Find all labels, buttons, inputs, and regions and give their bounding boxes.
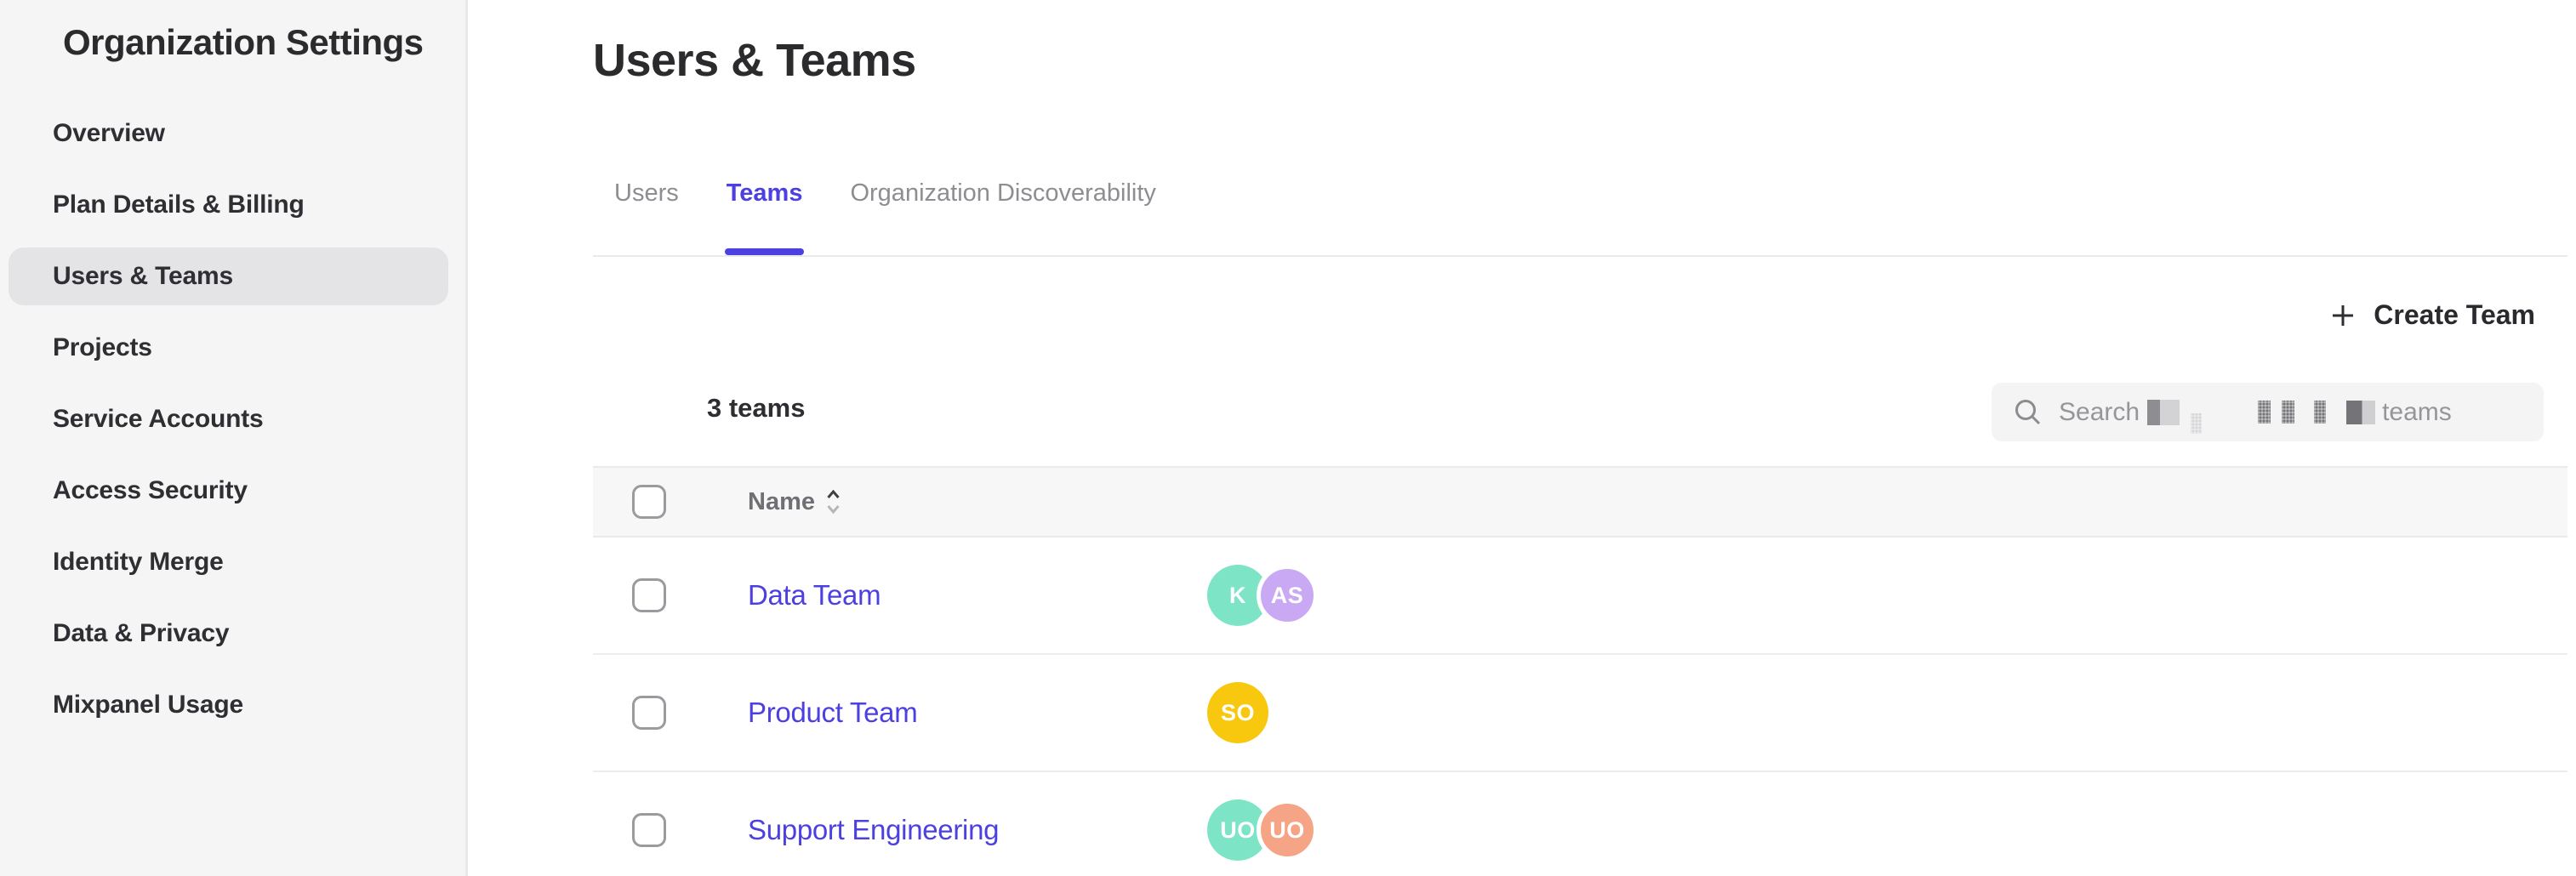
sidebar-item-users-teams[interactable]: Users & Teams — [0, 241, 465, 312]
tab-bar: Users Teams Organization Discoverability — [593, 172, 2567, 257]
row-checkbox[interactable] — [632, 813, 666, 847]
sidebar: Organization Settings Overview Plan Deta… — [0, 0, 468, 876]
avatar: UO — [1257, 799, 1318, 861]
sidebar-item-service-accounts[interactable]: Service Accounts — [0, 384, 465, 455]
sidebar-item-label: Data & Privacy — [53, 619, 230, 647]
sidebar-item-label: Users & Teams — [9, 247, 448, 305]
sidebar-item-label: Overview — [53, 119, 165, 147]
teams-table: Name Data Team K AS — [593, 466, 2567, 876]
main-content: Users & Teams Users Teams Organization D… — [470, 0, 2576, 876]
search-placeholder-prefix: Search — [2059, 397, 2140, 426]
tab-users[interactable]: Users — [614, 179, 679, 207]
sidebar-nav: Overview Plan Details & Billing Users & … — [0, 98, 465, 741]
avatar: SO — [1207, 682, 1268, 743]
search-input[interactable]: Search teams — [1992, 383, 2544, 441]
table-row: Product Team SO — [593, 655, 2567, 772]
sidebar-item-label: Plan Details & Billing — [53, 191, 305, 219]
table-row: Support Engineering UO UO — [593, 772, 2567, 876]
table-header-row: Name — [593, 466, 2567, 538]
sidebar-title: Organization Settings — [63, 22, 424, 62]
team-name-link[interactable]: Data Team — [748, 579, 881, 611]
sidebar-item-label: Access Security — [53, 476, 248, 504]
avatar: UO — [1207, 799, 1268, 861]
row-checkbox-cell — [593, 813, 748, 847]
page-title: Users & Teams — [593, 35, 916, 86]
team-name-link[interactable]: Support Engineering — [748, 814, 1000, 845]
redacted-block — [2258, 401, 2271, 424]
team-members-avatars: K AS — [1207, 565, 1318, 626]
search-placeholder-suffix: teams — [2382, 397, 2452, 426]
sort-arrows-icon — [826, 489, 841, 515]
row-checkbox-cell — [593, 696, 748, 730]
tab-organization-discoverability[interactable]: Organization Discoverability — [850, 179, 1156, 207]
row-checkbox[interactable] — [632, 578, 666, 612]
redacted-block — [2314, 401, 2327, 424]
row-checkbox-cell — [593, 578, 748, 612]
sidebar-item-access-security[interactable]: Access Security — [0, 455, 465, 526]
team-members-avatars: SO — [1207, 682, 1268, 743]
team-members-avatars: UO UO — [1207, 799, 1318, 861]
sidebar-item-label: Identity Merge — [53, 548, 224, 576]
create-team-button[interactable]: Create Team — [2331, 299, 2535, 331]
sidebar-item-label: Service Accounts — [53, 405, 264, 433]
sidebar-item-plan-details-billing[interactable]: Plan Details & Billing — [0, 169, 465, 241]
sidebar-item-overview[interactable]: Overview — [0, 98, 465, 169]
table-row: Data Team K AS — [593, 538, 2567, 655]
name-header-label: Name — [748, 487, 815, 515]
create-team-label: Create Team — [2374, 299, 2535, 330]
redacted-block — [2282, 401, 2295, 424]
redacted-block — [2346, 400, 2376, 424]
teams-count: 3 teams — [707, 393, 806, 423]
row-checkbox[interactable] — [632, 696, 666, 730]
name-column-header[interactable]: Name — [748, 488, 841, 516]
avatar: AS — [1257, 565, 1318, 626]
team-name-link[interactable]: Product Team — [748, 697, 918, 728]
header-checkbox-cell — [593, 485, 748, 519]
sidebar-item-label: Projects — [53, 333, 152, 361]
sidebar-item-data-privacy[interactable]: Data & Privacy — [0, 598, 465, 669]
redacted-block — [2147, 399, 2180, 425]
sidebar-item-projects[interactable]: Projects — [0, 312, 465, 384]
tab-teams[interactable]: Teams — [724, 172, 805, 255]
sidebar-item-label: Mixpanel Usage — [53, 691, 243, 719]
sidebar-item-identity-merge[interactable]: Identity Merge — [0, 526, 465, 598]
redacted-block — [2191, 412, 2203, 434]
sidebar-item-mixpanel-usage[interactable]: Mixpanel Usage — [0, 669, 465, 741]
plus-icon — [2331, 304, 2355, 327]
select-all-checkbox[interactable] — [632, 485, 666, 519]
search-icon — [2014, 398, 2043, 427]
